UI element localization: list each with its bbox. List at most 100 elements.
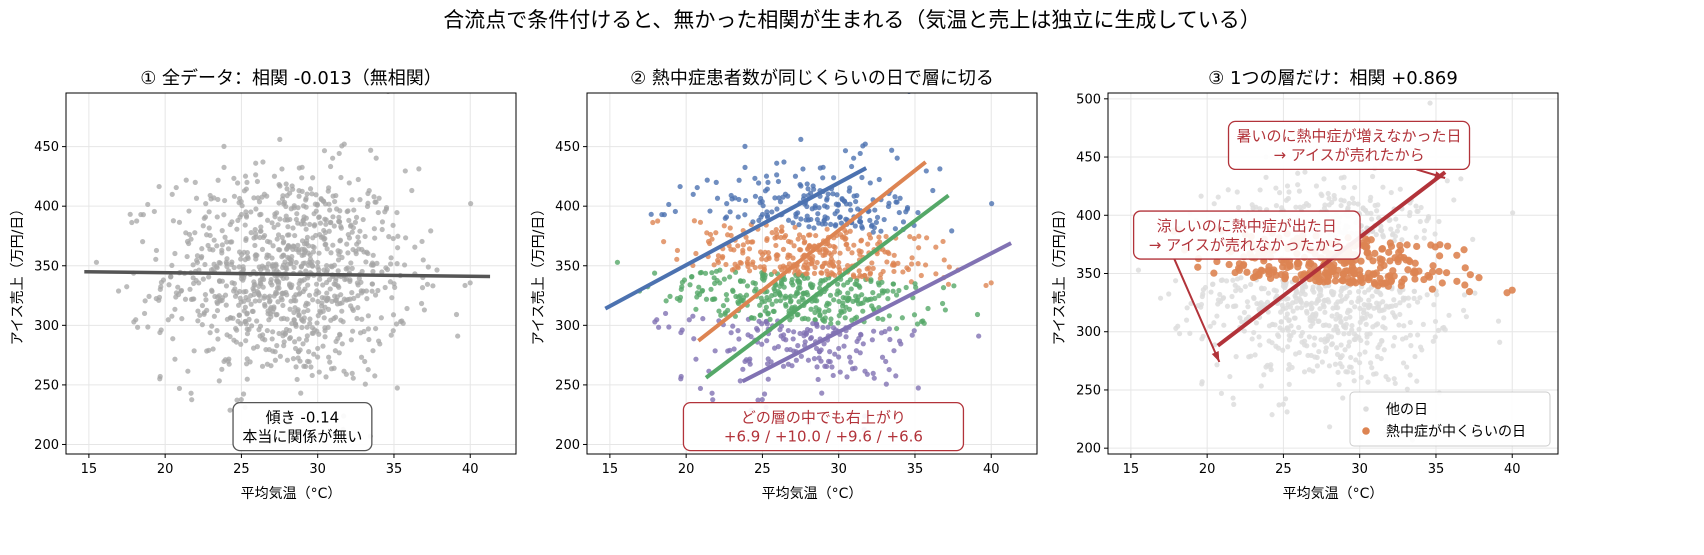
- data-point-stratum-4: [871, 328, 877, 334]
- data-point: [336, 251, 342, 258]
- data-point-other: [1391, 376, 1397, 382]
- data-point: [372, 292, 379, 298]
- data-point-other: [1280, 401, 1286, 407]
- data-point-stratum-2: [911, 235, 917, 242]
- data-point-other: [1375, 202, 1381, 208]
- data-point-other: [1294, 289, 1300, 295]
- data-point-stratum-4: [746, 358, 752, 364]
- data-point: [219, 228, 225, 234]
- data-point-other: [1248, 281, 1254, 288]
- data-point-stratum-1: [857, 219, 863, 225]
- data-point: [198, 255, 204, 261]
- data-point: [310, 297, 316, 303]
- data-point: [233, 339, 240, 345]
- data-point: [288, 257, 295, 263]
- data-point: [419, 238, 425, 245]
- data-point-middle: [1460, 246, 1468, 254]
- data-point: [345, 265, 351, 271]
- data-point: [295, 242, 301, 248]
- data-point: [338, 317, 344, 323]
- annotation-arrow-head: [1211, 351, 1220, 363]
- data-point-other: [1390, 343, 1396, 349]
- data-point: [271, 293, 277, 299]
- data-point-stratum-4: [883, 381, 889, 387]
- data-point-stratum-3: [860, 300, 866, 306]
- data-point-stratum-4: [666, 324, 672, 330]
- data-point: [192, 230, 198, 236]
- data-point-stratum-3: [718, 312, 724, 318]
- data-point: [370, 268, 376, 275]
- data-point-other: [1350, 369, 1356, 376]
- fit-line: [84, 269, 491, 279]
- data-point: [350, 375, 356, 381]
- data-point: [225, 246, 232, 252]
- data-point-other: [1303, 284, 1309, 290]
- data-point-stratum-2: [880, 268, 886, 275]
- data-point-stratum-3: [841, 308, 847, 314]
- data-point-other: [1333, 301, 1339, 307]
- data-point: [215, 336, 221, 342]
- data-point-middle: [1411, 268, 1419, 276]
- data-point-stratum-1: [862, 141, 868, 147]
- data-point-stratum-2: [856, 268, 862, 274]
- data-point: [242, 173, 249, 179]
- data-point-stratum-3: [808, 306, 814, 312]
- data-point-stratum-2: [857, 251, 863, 258]
- data-point: [221, 164, 227, 170]
- data-point-stratum-2: [909, 261, 915, 267]
- data-point: [214, 328, 220, 334]
- data-point-stratum-1: [724, 200, 730, 207]
- data-point: [307, 221, 313, 228]
- data-point: [296, 312, 302, 319]
- data-point: [278, 316, 284, 322]
- data-point-other: [1369, 365, 1375, 371]
- data-point-other: [1325, 190, 1331, 197]
- data-point: [253, 256, 259, 262]
- data-point: [287, 306, 293, 312]
- data-point-stratum-3: [812, 317, 818, 323]
- data-point: [338, 292, 344, 298]
- data-point-middle: [1444, 242, 1452, 250]
- data-point: [223, 302, 229, 308]
- data-point-middle: [1292, 275, 1300, 283]
- y-tick-label: 400: [1076, 209, 1101, 224]
- data-point-stratum-3: [721, 276, 727, 282]
- data-point: [317, 220, 324, 226]
- x-tick-label: 40: [462, 462, 479, 477]
- data-point: [231, 193, 238, 199]
- data-point-other: [1355, 288, 1362, 295]
- data-point-other: [1276, 333, 1282, 339]
- annotation-arrow-head: [1434, 171, 1446, 179]
- data-point-stratum-4: [737, 378, 743, 384]
- data-point-stratum-1: [822, 214, 828, 220]
- data-point: [322, 334, 328, 340]
- data-point-stratum-2: [748, 239, 755, 245]
- data-point-stratum-4: [678, 329, 684, 336]
- data-point-middle: [1503, 289, 1511, 297]
- data-point-other: [1405, 295, 1412, 301]
- data-point-other: [1286, 361, 1292, 368]
- data-point: [281, 339, 287, 345]
- data-point: [353, 214, 360, 220]
- data-point-stratum-4: [798, 353, 804, 359]
- data-point-other: [1326, 363, 1333, 369]
- data-point: [203, 297, 209, 303]
- data-point-stratum-4: [712, 348, 718, 354]
- data-point: [284, 292, 290, 298]
- data-point: [349, 290, 355, 296]
- data-point-stratum-2: [858, 238, 864, 244]
- annotation-box: [232, 401, 373, 452]
- data-point-other: [1358, 297, 1364, 303]
- data-point: [467, 280, 473, 286]
- data-point: [402, 168, 408, 174]
- data-point-stratum-1: [762, 188, 769, 194]
- data-point: [255, 195, 261, 201]
- data-point-other: [1234, 276, 1241, 282]
- data-point-stratum-3: [860, 308, 866, 314]
- data-point-middle: [1265, 263, 1273, 271]
- data-point-other: [1417, 295, 1423, 301]
- data-point-other: [1364, 331, 1370, 337]
- data-point: [419, 285, 426, 291]
- data-point-stratum-2: [891, 262, 897, 268]
- data-point: [375, 287, 381, 294]
